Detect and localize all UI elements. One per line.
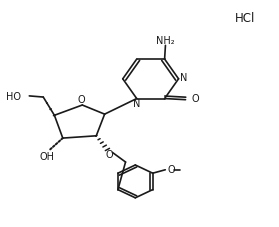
Text: O: O: [77, 95, 85, 105]
Text: HO: HO: [6, 91, 21, 101]
Text: N: N: [133, 99, 140, 109]
Text: HCl: HCl: [235, 12, 256, 25]
Text: NH₂: NH₂: [156, 36, 175, 46]
Text: O: O: [167, 164, 175, 174]
Text: O: O: [192, 94, 199, 104]
Text: O: O: [106, 149, 114, 159]
Text: N: N: [180, 73, 187, 83]
Text: OH: OH: [40, 151, 55, 161]
